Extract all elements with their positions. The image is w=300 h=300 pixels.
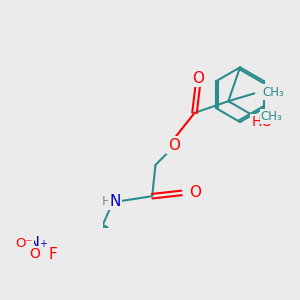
Text: O⁻: O⁻ <box>15 237 33 250</box>
Text: +: + <box>40 239 47 249</box>
Text: HO: HO <box>252 115 273 129</box>
Text: O: O <box>168 138 180 153</box>
Text: N: N <box>28 236 39 251</box>
Text: O: O <box>192 71 204 86</box>
Text: F: F <box>48 247 57 262</box>
Text: O: O <box>29 247 40 261</box>
Text: O: O <box>189 185 201 200</box>
Text: CH₃: CH₃ <box>262 85 284 99</box>
Text: H: H <box>102 195 111 208</box>
Text: N: N <box>110 194 121 209</box>
Text: CH₃: CH₃ <box>261 110 283 123</box>
